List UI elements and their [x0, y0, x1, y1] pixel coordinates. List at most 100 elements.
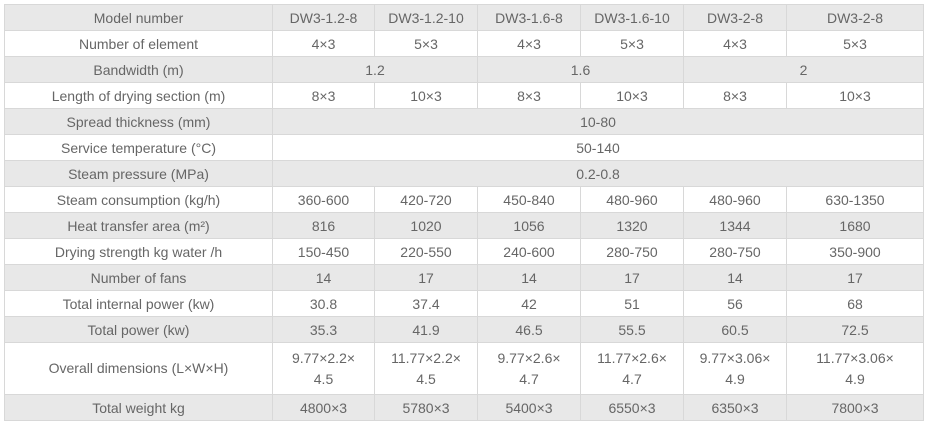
spec-value: 420-720 [374, 186, 478, 213]
spec-value: 1056 [477, 212, 581, 239]
model-column-header: DW3-1.2-10 [374, 4, 478, 31]
spec-value: 56 [683, 290, 787, 317]
spec-row-service-temperature: Service temperature (°C) 50-140 [4, 134, 924, 161]
spec-row-drying-strength: Drying strength kg water /h 150-450 220-… [4, 238, 924, 265]
spec-value: 10×3 [374, 82, 478, 109]
spec-value: 55.5 [580, 316, 684, 343]
model-column-header: DW3-2-8 [683, 4, 787, 31]
spec-value: 9.77×2.6× 4.7 [477, 342, 581, 395]
row-label: Spread thickness (mm) [4, 108, 273, 135]
spec-value: 9.77×2.2× 4.5 [272, 342, 375, 395]
spec-value: 11.77×2.2× 4.5 [374, 342, 478, 395]
model-column-header: DW3-1.2-8 [272, 4, 375, 31]
spec-value: 450-840 [477, 186, 581, 213]
spec-value: 60.5 [683, 316, 787, 343]
spec-value: 6350×3 [683, 394, 787, 421]
spec-value: 68 [786, 290, 924, 317]
spec-row-steam-consumption: Steam consumption (kg/h) 360-600 420-720… [4, 186, 924, 213]
row-label: Overall dimensions (L×W×H) [4, 342, 273, 395]
spec-row-length-of-drying-section: Length of drying section (m) 8×3 10×3 8×… [4, 82, 924, 109]
spec-value: 5×3 [580, 30, 684, 57]
row-label: Steam consumption (kg/h) [4, 186, 273, 213]
spec-value: 5780×3 [374, 394, 478, 421]
product-specs-table: Model number DW3-1.2-8 DW3-1.2-10 DW3-1.… [4, 4, 924, 421]
spec-row-total-internal-power: Total internal power (kw) 30.8 37.4 42 5… [4, 290, 924, 317]
spec-value: 150-450 [272, 238, 375, 265]
spec-value: 1680 [786, 212, 924, 239]
spec-value: 8×3 [272, 82, 375, 109]
spec-value: 41.9 [374, 316, 478, 343]
spec-value: 5×3 [786, 30, 924, 57]
spec-value: 7800×3 [786, 394, 924, 421]
spec-value: 42 [477, 290, 581, 317]
spec-value: 5400×3 [477, 394, 581, 421]
spec-value: 17 [374, 264, 478, 291]
spec-value: 1.2 [272, 56, 478, 83]
spec-value: 35.3 [272, 316, 375, 343]
row-label: Service temperature (°C) [4, 134, 273, 161]
spec-value: 46.5 [477, 316, 581, 343]
spec-row-spread-thickness: Spread thickness (mm) 10-80 [4, 108, 924, 135]
spec-row-number-of-element: Number of element 4×3 5×3 4×3 5×3 4×3 5×… [4, 30, 924, 57]
row-label: Bandwidth (m) [4, 56, 273, 83]
spec-value: 1020 [374, 212, 478, 239]
spec-value: 10×3 [580, 82, 684, 109]
model-column-header: DW3-1.6-10 [580, 4, 684, 31]
spec-row-total-power: Total power (kw) 35.3 41.9 46.5 55.5 60.… [4, 316, 924, 343]
spec-row-heat-transfer-area: Heat transfer area (m²) 816 1020 1056 13… [4, 212, 924, 239]
spec-value: 51 [580, 290, 684, 317]
row-label: Heat transfer area (m²) [4, 212, 273, 239]
spec-value: 50-140 [272, 134, 924, 161]
spec-value: 630-1350 [786, 186, 924, 213]
spec-value: 8×3 [683, 82, 787, 109]
spec-value: 280-750 [580, 238, 684, 265]
spec-value: 1.6 [477, 56, 684, 83]
spec-row-steam-pressure: Steam pressure (MPa) 0.2-0.8 [4, 160, 924, 187]
spec-value: 0.2-0.8 [272, 160, 924, 187]
spec-value: 14 [683, 264, 787, 291]
spec-value: 4×3 [272, 30, 375, 57]
spec-value: 4800×3 [272, 394, 375, 421]
spec-value: 240-600 [477, 238, 581, 265]
spec-value: 2 [683, 56, 924, 83]
spec-value: 9.77×3.06× 4.9 [683, 342, 787, 395]
spec-value: 1344 [683, 212, 787, 239]
row-label: Total internal power (kw) [4, 290, 273, 317]
spec-value: 10×3 [786, 82, 924, 109]
row-label: Drying strength kg water /h [4, 238, 273, 265]
spec-value: 10-80 [272, 108, 924, 135]
spec-value: 360-600 [272, 186, 375, 213]
model-column-header: DW3-2-8 [786, 4, 924, 31]
row-label: Model number [4, 4, 273, 31]
spec-value: 480-960 [580, 186, 684, 213]
spec-value: 8×3 [477, 82, 581, 109]
spec-value: 14 [477, 264, 581, 291]
spec-value: 11.77×3.06× 4.9 [786, 342, 924, 395]
spec-value: 4×3 [683, 30, 787, 57]
model-column-header: DW3-1.6-8 [477, 4, 581, 31]
spec-row-overall-dimensions: Overall dimensions (L×W×H) 9.77×2.2× 4.5… [4, 342, 924, 395]
spec-value: 1320 [580, 212, 684, 239]
row-label: Number of fans [4, 264, 273, 291]
row-label: Total weight kg [4, 394, 273, 421]
row-label: Number of element [4, 30, 273, 57]
spec-value: 816 [272, 212, 375, 239]
spec-value: 72.5 [786, 316, 924, 343]
spec-value: 480-960 [683, 186, 787, 213]
spec-value: 14 [272, 264, 375, 291]
spec-value: 4×3 [477, 30, 581, 57]
spec-value: 280-750 [683, 238, 787, 265]
spec-value: 30.8 [272, 290, 375, 317]
spec-row-bandwidth: Bandwidth (m) 1.2 1.6 2 [4, 56, 924, 83]
spec-value: 350-900 [786, 238, 924, 265]
spec-value: 17 [786, 264, 924, 291]
row-label: Length of drying section (m) [4, 82, 273, 109]
row-label: Total power (kw) [4, 316, 273, 343]
spec-value: 220-550 [374, 238, 478, 265]
spec-value: 11.77×2.6× 4.7 [580, 342, 684, 395]
spec-value: 37.4 [374, 290, 478, 317]
spec-row-model-number: Model number DW3-1.2-8 DW3-1.2-10 DW3-1.… [4, 4, 924, 31]
row-label: Steam pressure (MPa) [4, 160, 273, 187]
spec-value: 6550×3 [580, 394, 684, 421]
